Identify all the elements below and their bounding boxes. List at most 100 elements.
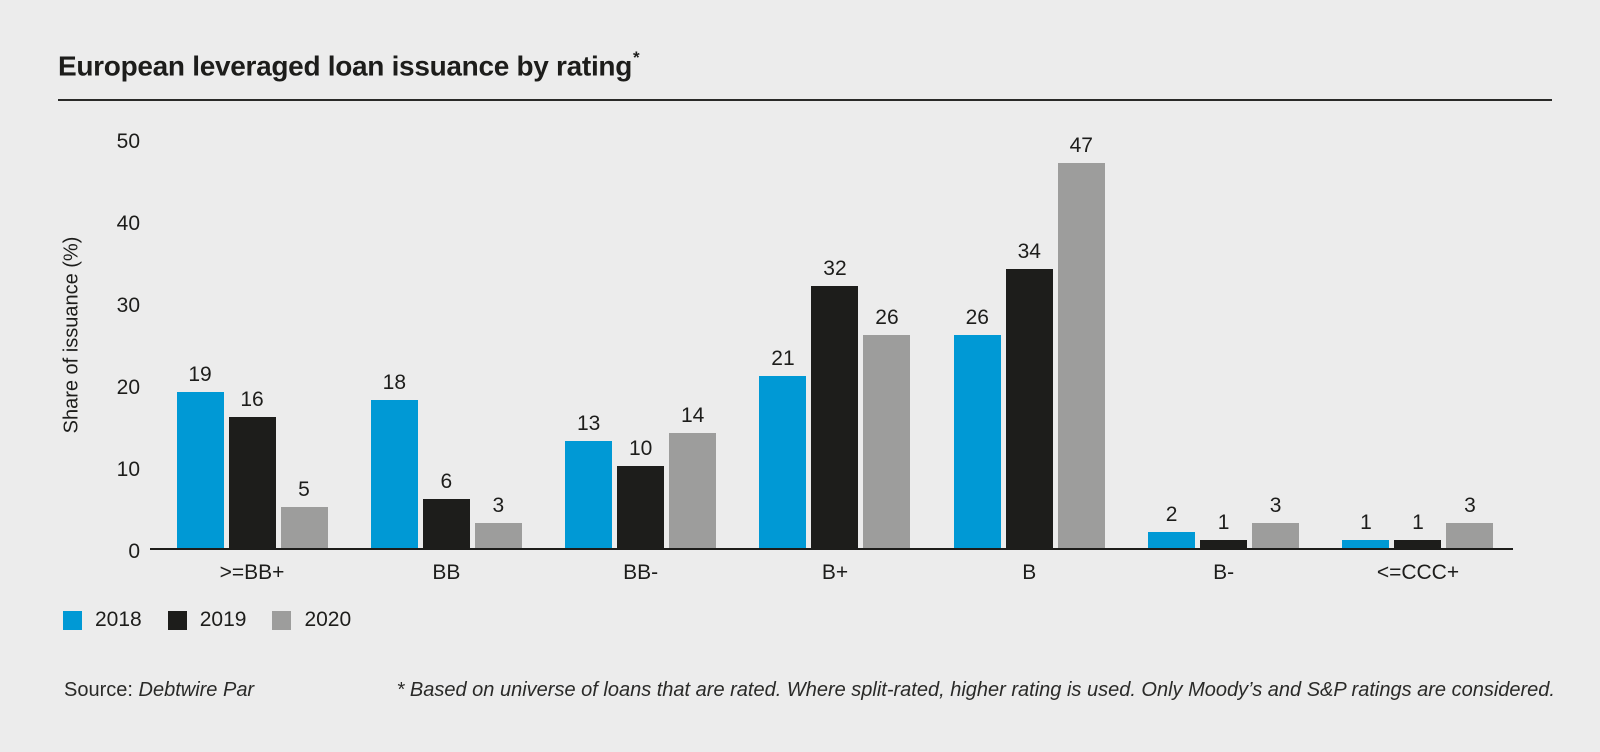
bar-2019 bbox=[422, 498, 470, 548]
bar-value-label: 2 bbox=[1165, 502, 1178, 526]
bar-value-label: 3 bbox=[1269, 494, 1282, 518]
source-label: Source: bbox=[64, 679, 133, 701]
bar-group: 19 16 5 bbox=[176, 363, 328, 548]
bar-value-label: 3 bbox=[1464, 494, 1476, 518]
bar-column: 34 bbox=[1005, 240, 1053, 548]
bar-column: 16 bbox=[228, 387, 276, 548]
x-category-label: >=BB+ bbox=[219, 561, 285, 584]
y-tick-label: 30 bbox=[116, 294, 140, 317]
bar-value-label: 26 bbox=[965, 305, 989, 329]
y-tick-label: 10 bbox=[116, 458, 140, 481]
bar-2020 bbox=[1057, 162, 1105, 548]
bar-group: 1 1 3 bbox=[1342, 494, 1494, 548]
bar-2019 bbox=[811, 285, 859, 548]
page-title-text: European leveraged loan issuance by rati… bbox=[58, 50, 633, 82]
bar-2018 bbox=[953, 334, 1001, 548]
title-rule bbox=[58, 99, 1552, 101]
bar-group: 2 1 3 bbox=[1148, 494, 1300, 548]
bar-group: 26 34 47 bbox=[953, 133, 1105, 548]
source-value: Debtwire Par bbox=[138, 679, 255, 701]
plot-area: 19 16 5 18 6 3 13 10 14 21 32 26 26 34 47 2 1 3 1 1 3 bbox=[150, 133, 1513, 550]
bar-2019 bbox=[1005, 269, 1053, 548]
bar-column: 14 bbox=[669, 404, 717, 548]
bar-2018 bbox=[176, 392, 224, 548]
x-category-label: B- bbox=[1213, 561, 1235, 584]
legend-label: 2020 bbox=[304, 608, 352, 631]
bar-column: 21 bbox=[759, 346, 807, 548]
bar-value-label: 18 bbox=[382, 371, 406, 395]
x-category-label: BB bbox=[432, 561, 461, 584]
bar-column: 5 bbox=[280, 478, 328, 548]
y-tick-label: 0 bbox=[128, 540, 140, 563]
bar-column: 13 bbox=[565, 412, 613, 548]
legend-item: 2020 bbox=[272, 608, 351, 632]
y-tick-label: 20 bbox=[116, 376, 140, 399]
bar-column: 32 bbox=[811, 256, 859, 548]
bar-column: 18 bbox=[370, 371, 418, 548]
bar-2018 bbox=[759, 375, 807, 548]
bar-2018 bbox=[1342, 539, 1390, 548]
bar-value-label: 10 bbox=[628, 437, 653, 460]
bar-value-label: 21 bbox=[771, 346, 795, 370]
bar-value-label: 32 bbox=[823, 256, 847, 280]
bar-column: 1 bbox=[1342, 510, 1390, 548]
legend-label: 2019 bbox=[199, 608, 247, 631]
footnote: * Based on universe of loans that are ra… bbox=[396, 679, 1555, 701]
bar-group: 21 32 26 bbox=[759, 256, 911, 548]
x-category-label: B bbox=[1022, 561, 1037, 584]
legend-swatch bbox=[63, 610, 82, 630]
bar-2020 bbox=[863, 334, 911, 548]
bar-column: 3 bbox=[1252, 494, 1300, 548]
legend-swatch bbox=[272, 610, 292, 630]
bar-value-label: 1 bbox=[1412, 510, 1424, 534]
bar-2020 bbox=[474, 523, 522, 548]
legend-item: 2019 bbox=[167, 608, 247, 632]
bar-value-label: 13 bbox=[576, 412, 601, 436]
y-tick-label: 50 bbox=[116, 130, 140, 153]
bar-column: 26 bbox=[863, 307, 911, 548]
y-axis-ticks: 0 10 20 30 40 50 bbox=[92, 130, 140, 563]
bar-column: 6 bbox=[422, 469, 470, 548]
bar-column: 47 bbox=[1057, 133, 1105, 548]
bar-value-label: 5 bbox=[298, 478, 310, 501]
x-axis-line bbox=[150, 548, 1513, 550]
bar-value-label: 16 bbox=[240, 387, 264, 411]
bar-value-label: 14 bbox=[680, 404, 705, 428]
legend-item: 2018 bbox=[63, 608, 142, 632]
legend: 2018 2019 2020 bbox=[63, 608, 351, 632]
source-line: Source: Debtwire Par bbox=[64, 679, 254, 702]
bar-column: 1 bbox=[1394, 510, 1442, 548]
page-title: European leveraged loan issuance by rati… bbox=[58, 48, 640, 82]
bar-2020 bbox=[1252, 523, 1300, 548]
y-tick-label: 40 bbox=[116, 212, 140, 235]
bar-value-label: 3 bbox=[492, 494, 505, 518]
bar-2019 bbox=[1394, 539, 1442, 548]
bar-value-label: 1 bbox=[1217, 510, 1230, 534]
bar-value-label: 34 bbox=[1017, 240, 1041, 264]
title-footnote-marker: * bbox=[633, 48, 640, 67]
bar-column: 26 bbox=[953, 305, 1001, 548]
bar-column: 10 bbox=[617, 437, 665, 548]
bar-2019 bbox=[228, 416, 276, 548]
bar-2020 bbox=[669, 433, 717, 548]
x-category-label: <=CCC+ bbox=[1376, 561, 1460, 584]
bar-column: 3 bbox=[1446, 494, 1494, 548]
x-category-label: BB- bbox=[623, 561, 659, 584]
bar-column: 1 bbox=[1200, 510, 1248, 548]
bar-2018 bbox=[370, 400, 418, 548]
bar-2020 bbox=[1446, 523, 1494, 548]
bar-value-label: 6 bbox=[440, 469, 453, 493]
bar-group: 13 10 14 bbox=[565, 404, 717, 548]
bar-value-label: 47 bbox=[1069, 133, 1093, 157]
bar-2019 bbox=[1200, 539, 1248, 548]
bar-group: 18 6 3 bbox=[370, 371, 522, 548]
legend-label: 2018 bbox=[95, 608, 142, 631]
bar-2020 bbox=[280, 507, 328, 548]
legend-swatch bbox=[167, 610, 187, 630]
bar-value-label: 1 bbox=[1360, 510, 1372, 534]
bar-column: 2 bbox=[1148, 502, 1196, 548]
y-axis-label: Share of issuance (%) bbox=[60, 236, 83, 434]
bar-value-label: 19 bbox=[188, 363, 212, 387]
bar-2018 bbox=[565, 441, 613, 548]
